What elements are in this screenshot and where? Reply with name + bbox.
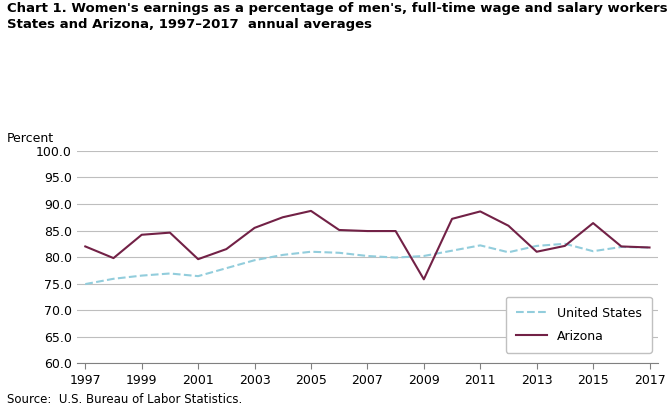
Arizona — [335, 228, 343, 233]
United States — [420, 253, 428, 258]
Arizona — [448, 216, 456, 221]
United States — [307, 249, 315, 254]
Line: Arizona: Arizona — [86, 211, 649, 279]
United States — [476, 243, 484, 248]
United States — [391, 255, 399, 260]
Text: Source:  U.S. Bureau of Labor Statistics.: Source: U.S. Bureau of Labor Statistics. — [7, 393, 242, 406]
Arizona — [420, 277, 428, 282]
United States — [279, 253, 287, 257]
Arizona — [363, 228, 371, 233]
United States — [81, 282, 90, 286]
Arizona — [138, 232, 146, 237]
United States — [166, 271, 174, 276]
United States — [448, 248, 456, 253]
Arizona — [250, 225, 259, 230]
Legend: United States, Arizona: United States, Arizona — [506, 297, 652, 353]
United States — [645, 245, 653, 250]
Arizona — [166, 230, 174, 235]
Arizona — [279, 215, 287, 220]
Arizona — [617, 244, 625, 249]
United States — [138, 273, 146, 278]
Arizona — [391, 228, 399, 233]
United States — [222, 266, 230, 271]
Arizona — [81, 244, 90, 249]
Line: United States: United States — [86, 244, 649, 284]
United States — [532, 244, 540, 248]
Text: Chart 1. Women's earnings as a percentage of men's, full-time wage and salary wo: Chart 1. Women's earnings as a percentag… — [7, 2, 668, 31]
Arizona — [561, 244, 569, 248]
United States — [617, 244, 625, 249]
Arizona — [110, 256, 118, 261]
Arizona — [589, 221, 597, 226]
United States — [504, 250, 512, 255]
Arizona — [307, 208, 315, 213]
Arizona — [194, 257, 202, 262]
United States — [335, 251, 343, 255]
Arizona — [476, 209, 484, 214]
United States — [110, 276, 118, 281]
United States — [561, 241, 569, 246]
Arizona — [532, 249, 540, 254]
United States — [589, 249, 597, 254]
United States — [194, 274, 202, 279]
United States — [250, 258, 259, 263]
Arizona — [222, 246, 230, 251]
Arizona — [645, 245, 653, 250]
Arizona — [504, 223, 512, 228]
United States — [363, 253, 371, 258]
Text: Percent: Percent — [7, 132, 54, 145]
